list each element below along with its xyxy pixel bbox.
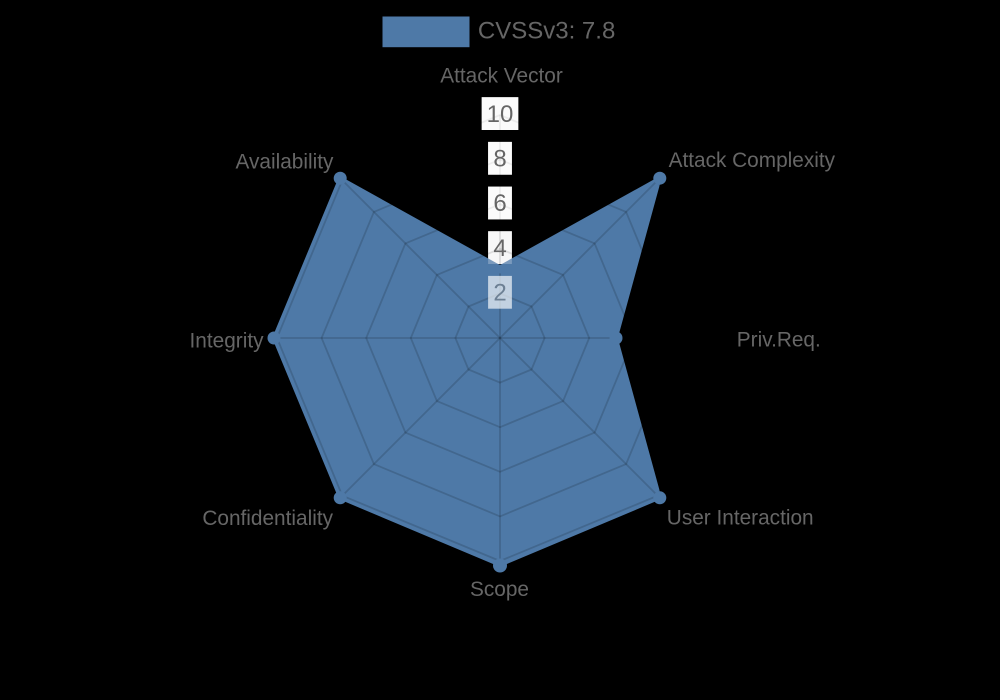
svg-text:Confidentiality: Confidentiality — [202, 507, 333, 530]
svg-text:CVSSv3: 7.8: CVSSv3: 7.8 — [478, 17, 615, 44]
svg-text:Availability: Availability — [236, 150, 334, 173]
svg-text:Attack Vector: Attack Vector — [440, 65, 563, 88]
svg-text:Priv.Req.: Priv.Req. — [737, 329, 821, 352]
svg-text:Attack Complexity: Attack Complexity — [669, 149, 836, 172]
svg-text:10: 10 — [487, 101, 514, 128]
svg-text:4: 4 — [493, 235, 506, 262]
svg-text:6: 6 — [493, 190, 506, 217]
svg-text:8: 8 — [493, 146, 506, 173]
svg-text:Scope: Scope — [470, 578, 529, 601]
svg-text:Integrity: Integrity — [190, 330, 265, 353]
svg-text:User Interaction: User Interaction — [667, 507, 814, 530]
svg-text:2: 2 — [493, 279, 506, 306]
